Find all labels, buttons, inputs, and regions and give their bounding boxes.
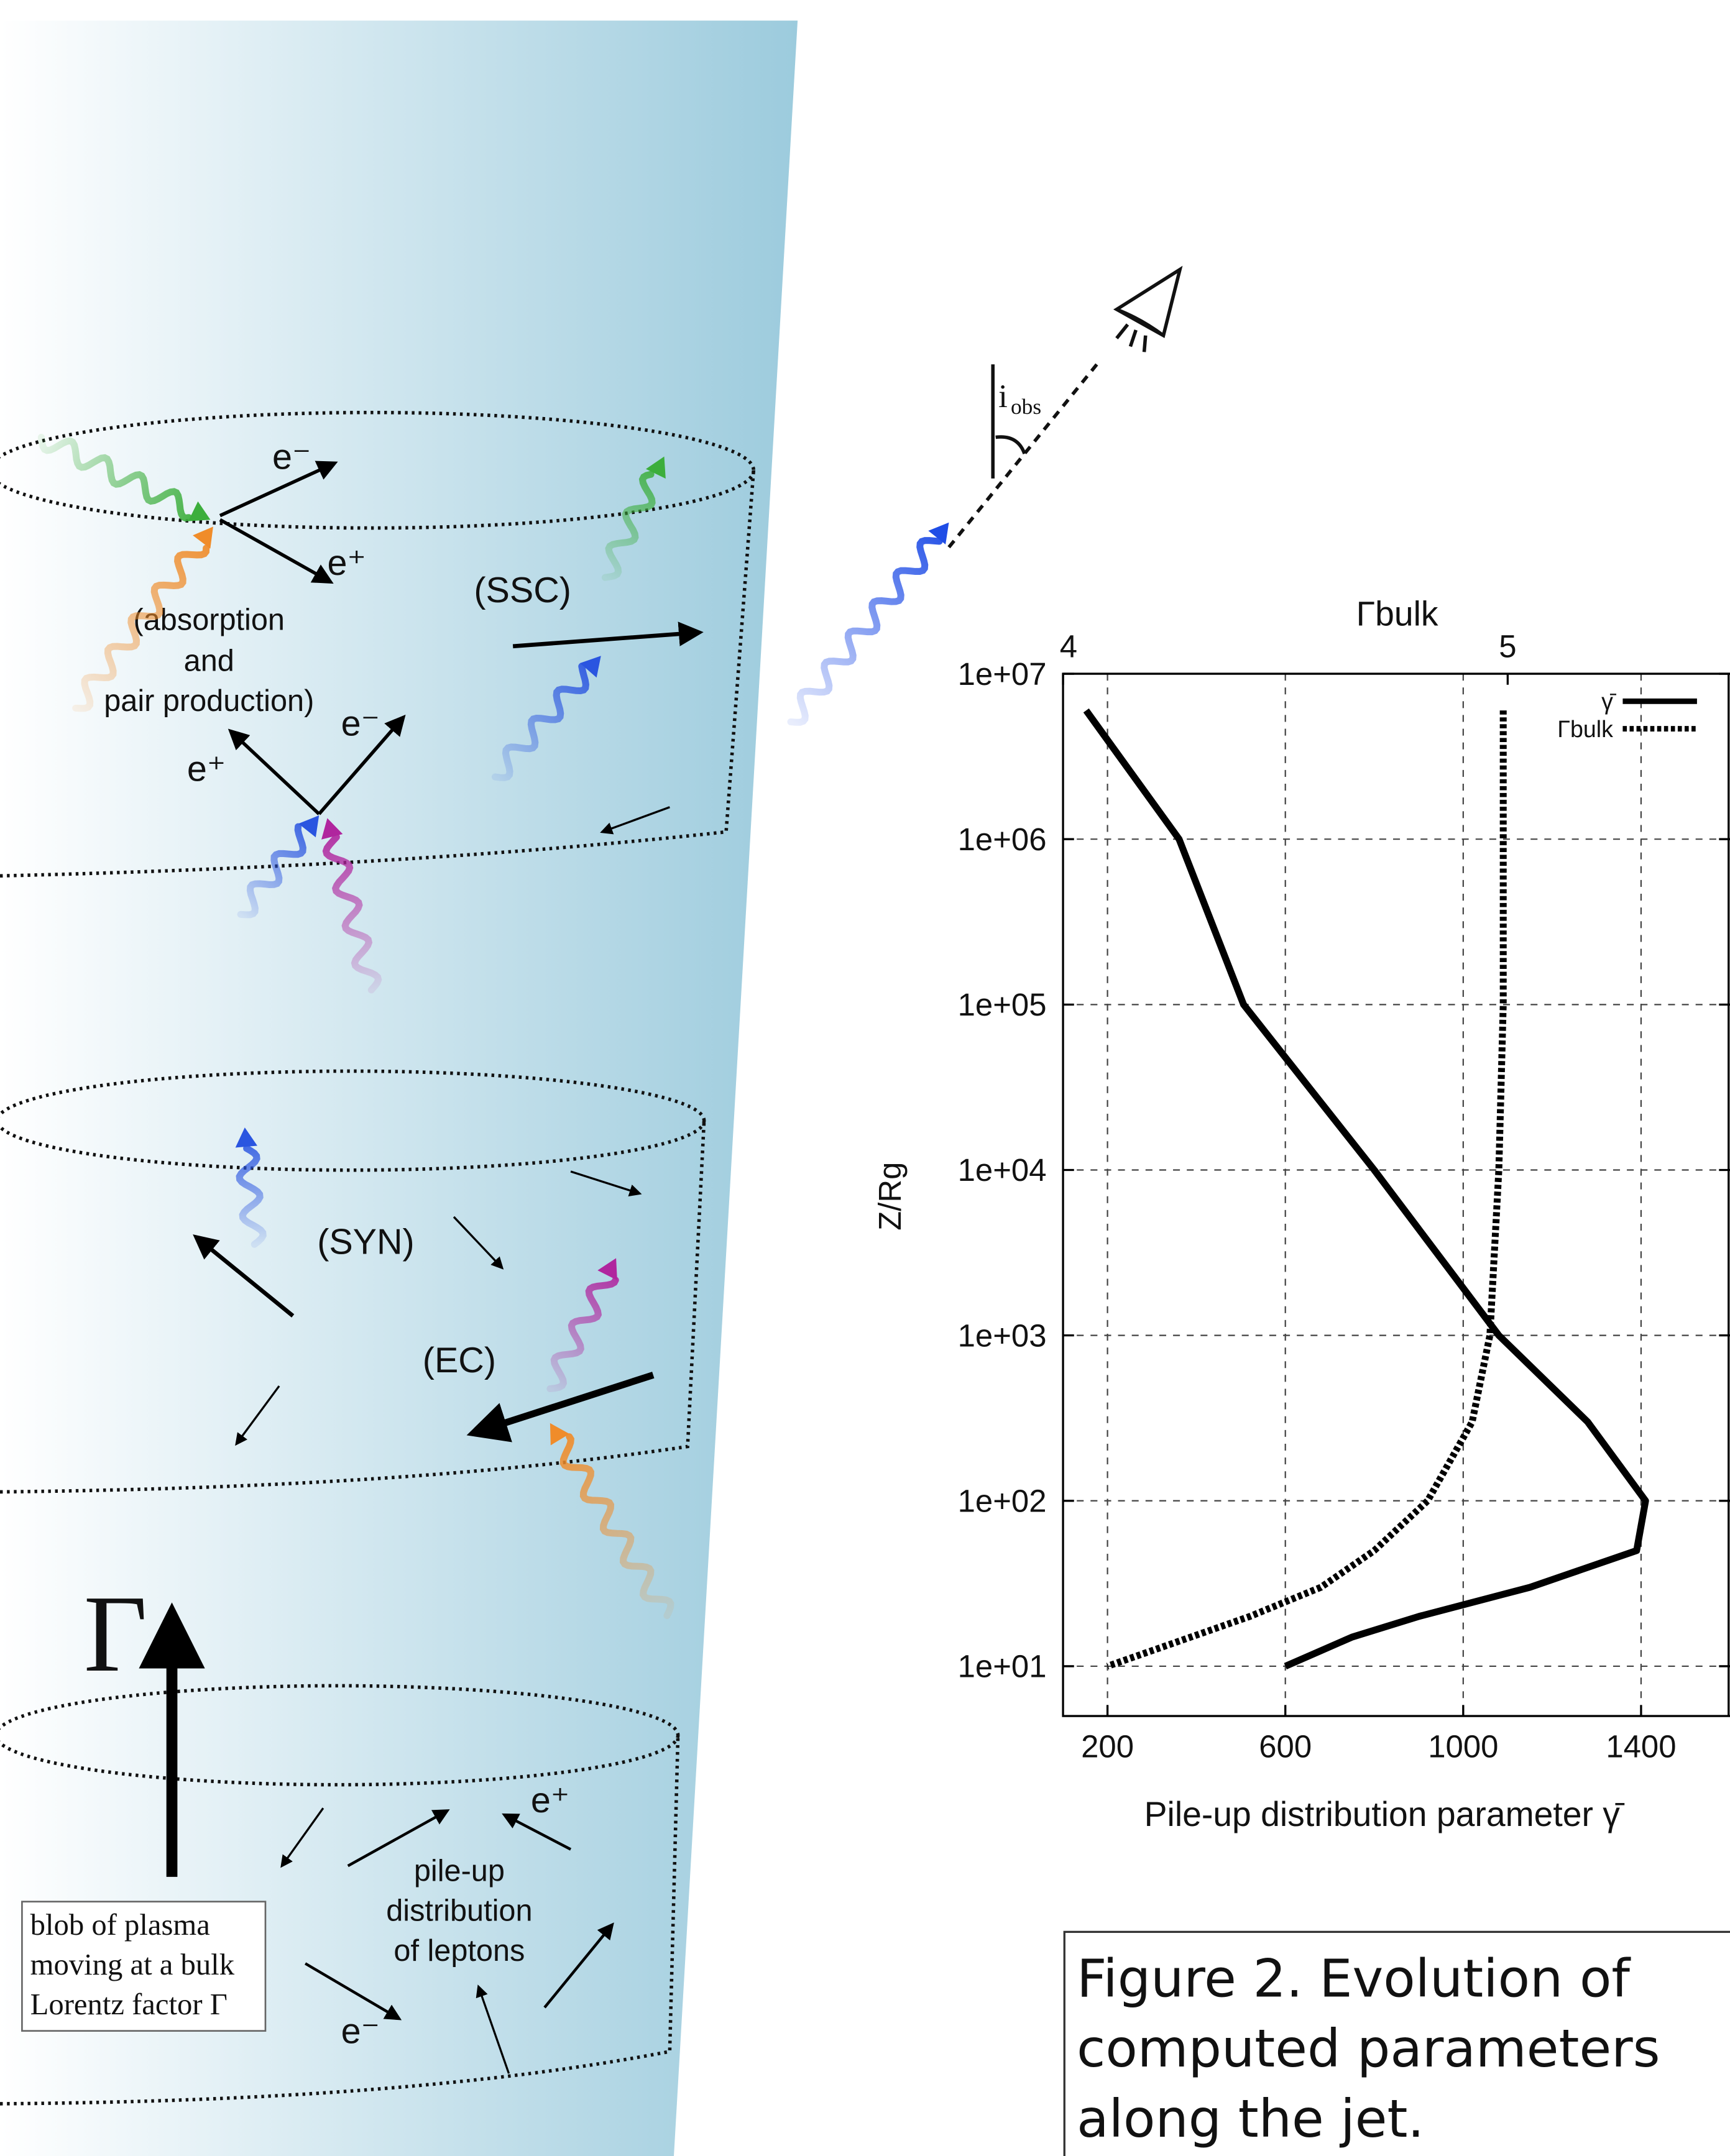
y-tick-label: 1e+03 <box>958 1318 1047 1353</box>
process-label: (SSC) <box>474 571 571 610</box>
x2-axis-title: Γbulk <box>1356 595 1438 633</box>
legend-label: Γbulk <box>1557 716 1613 742</box>
process-label: (SYN) <box>317 1222 415 1262</box>
data-line <box>1108 710 1504 1666</box>
figure: (absorption and pair production) (SSC) (… <box>0 0 1730 2156</box>
y-tick-label: 1e+01 <box>958 1649 1047 1684</box>
pileup-label: distribution <box>386 1894 532 1928</box>
angle-symbol: i <box>998 378 1008 415</box>
angle-arc <box>996 437 1024 454</box>
y-tick-label: 1e+04 <box>958 1152 1047 1188</box>
line-of-sight <box>949 360 1100 548</box>
y-tick-label: 1e+02 <box>958 1483 1047 1518</box>
x-tick-label: 600 <box>1259 1728 1312 1764</box>
y-tick-label: 1e+06 <box>958 822 1047 857</box>
particle-label: e⁺ <box>187 750 226 789</box>
x-tick-label: 200 <box>1081 1728 1134 1764</box>
caption-line: computed parameters <box>1077 2018 1660 2079</box>
process-label: (EC) <box>423 1341 496 1380</box>
particle-label: e⁺ <box>531 1781 569 1820</box>
particle-label: e⁻ <box>341 704 380 744</box>
angle-subscript: obs <box>1011 394 1041 419</box>
eye-lashes <box>1116 324 1145 352</box>
particle-label: e⁻ <box>341 2012 380 2052</box>
data-line <box>1086 710 1645 1666</box>
caption-line: along the jet. <box>1077 2088 1424 2149</box>
y-axis-title: Z/Rg <box>872 1162 908 1231</box>
y-tick-label: 1e+07 <box>958 656 1047 692</box>
blob-label: Lorentz factor Γ <box>30 1988 228 2021</box>
x2-tick-label: 5 <box>1499 629 1516 664</box>
page: { "diagram": { "absorption": ["(absorpti… <box>0 0 1730 2156</box>
y-tick-label: 1e+05 <box>958 987 1047 1022</box>
pileup-label: of leptons <box>393 1934 525 1968</box>
caption-line: Figure 2. Evolution of <box>1077 1948 1631 2009</box>
x-tick-label: 1400 <box>1606 1728 1676 1764</box>
process-label: and <box>184 645 234 678</box>
x-tick-label: 1000 <box>1428 1728 1498 1764</box>
jet <box>0 21 798 2156</box>
process-label: pair production) <box>104 684 314 718</box>
bulk-symbol: Γ <box>84 1573 147 1695</box>
photon <box>791 541 939 722</box>
blob-label: blob of plasma <box>30 1908 210 1942</box>
blob-label: moving at a bulk <box>30 1948 235 1981</box>
plot-area <box>1086 710 1645 1666</box>
observer <box>949 270 1180 548</box>
particle-label: e⁻ <box>272 437 311 477</box>
legend-label: γ̄ <box>1601 689 1617 715</box>
x2-tick-label: 4 <box>1060 629 1077 664</box>
x-axis-title: Pile-up distribution parameter γ̄ <box>1144 1795 1625 1833</box>
pileup-label: pile-up <box>414 1855 505 1888</box>
chart: 1e+01 1e+02 1e+03 1e+04 1e+05 1e+06 1e+07 200 60… <box>872 595 1730 1833</box>
particle-label: e⁺ <box>328 543 366 583</box>
